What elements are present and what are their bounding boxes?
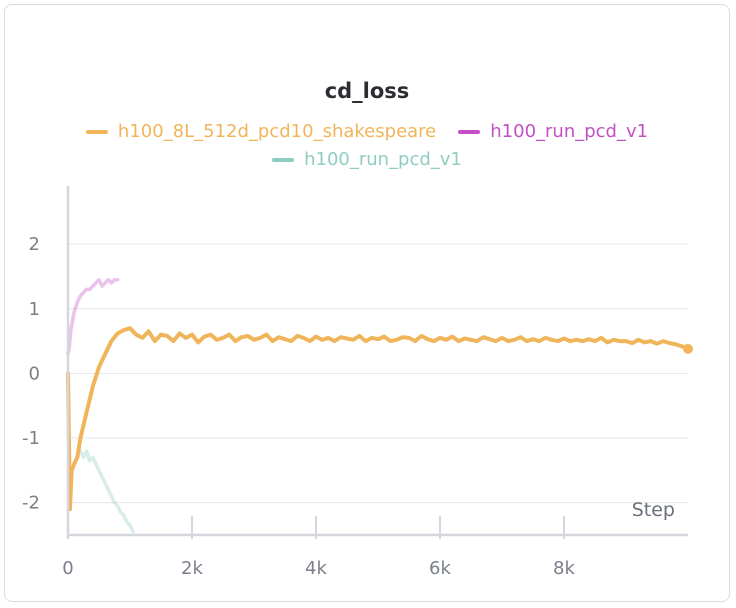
legend-swatch-pcd-v1-purple: [458, 129, 481, 134]
legend-row-2: h100_run_pcd_v1: [5, 149, 729, 170]
legend-label-shakespeare: h100_8L_512d_pcd10_shakespeare: [117, 121, 437, 142]
legend-swatch-pcd-v1-teal: [272, 157, 295, 162]
x-tick-label: 2k: [181, 558, 203, 579]
axes: -2 -1 0 1 2 0 2k 4k 6k 8k: [22, 186, 688, 579]
legend-swatch-shakespeare: [85, 129, 108, 134]
legend-row-1: h100_8L_512d_pcd10_shakespeare h100_run_…: [5, 121, 729, 142]
series-end-marker: [683, 343, 693, 354]
x-tick-label: 8k: [553, 558, 575, 579]
x-tick-label: 4k: [305, 558, 327, 579]
series-line-1: [66, 277, 120, 356]
series-line-2: [78, 449, 135, 534]
y-tick-label: 0: [29, 363, 40, 384]
y-tick-label: 2: [29, 234, 40, 255]
x-axis-label: Step: [632, 499, 675, 521]
legend-label-pcd-v1-teal: h100_run_pcd_v1: [304, 149, 462, 170]
series-line-0: [66, 326, 690, 512]
grid: [68, 243, 688, 539]
y-tick-label: -2: [22, 493, 40, 514]
legend-item-pcd-v1-purple[interactable]: h100_run_pcd_v1: [458, 121, 648, 142]
chart-title: cd_loss: [324, 79, 410, 103]
series-group: [66, 277, 693, 534]
legend-item-shakespeare[interactable]: h100_8L_512d_pcd10_shakespeare: [85, 121, 437, 142]
y-tick-label: 1: [29, 299, 40, 320]
legend-item-pcd-v1-teal[interactable]: h100_run_pcd_v1: [272, 149, 462, 170]
x-tick-label: 0: [62, 558, 73, 579]
legend-label-pcd-v1-purple: h100_run_pcd_v1: [490, 121, 649, 142]
y-tick-label: -1: [22, 428, 40, 449]
x-tick-label: 6k: [429, 558, 451, 579]
